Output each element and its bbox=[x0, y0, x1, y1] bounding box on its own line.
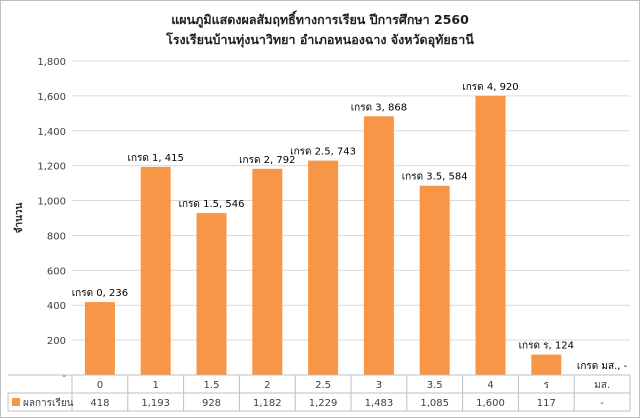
x-tick-label: 2.5 bbox=[315, 380, 331, 391]
table-value: 928 bbox=[202, 398, 221, 409]
bar bbox=[531, 354, 562, 375]
x-tick-label: มส. bbox=[594, 380, 610, 391]
y-axis-title: จำนวน bbox=[13, 202, 25, 233]
y-tick-label: - bbox=[62, 371, 66, 382]
table-value: - bbox=[600, 398, 604, 409]
bar bbox=[475, 95, 506, 375]
bar bbox=[419, 185, 450, 375]
x-tick-label: 3 bbox=[376, 380, 382, 391]
y-tick-label: 1,800 bbox=[37, 57, 66, 68]
table-value: 117 bbox=[537, 398, 556, 409]
legend-label: ผลการเรียน bbox=[23, 397, 74, 409]
table-value: 1,600 bbox=[476, 398, 505, 409]
table-value: 1,182 bbox=[253, 398, 282, 409]
y-tick-label: 1,400 bbox=[37, 127, 66, 138]
chart-subtitle: โรงเรียนบ้านทุ่งนาวิทยา อำเภอหนองฉาง จัง… bbox=[166, 32, 474, 47]
y-tick-label: 1,000 bbox=[37, 197, 66, 208]
chart-title: แผนภูมิแสดงผลสัมฤทธิ์ทางการเรียน ปีการศึ… bbox=[171, 12, 469, 27]
bar bbox=[363, 116, 394, 375]
legend-swatch bbox=[12, 398, 20, 406]
table-value: 418 bbox=[90, 398, 109, 409]
bar bbox=[196, 213, 227, 375]
y-tick-label: 400 bbox=[47, 301, 66, 312]
data-label: เกรด 0, 236 bbox=[72, 288, 128, 299]
y-tick-label: 200 bbox=[47, 336, 66, 347]
y-tick-label: 600 bbox=[47, 266, 66, 277]
bar bbox=[84, 302, 115, 375]
x-tick-label: 2 bbox=[264, 380, 270, 391]
x-tick-label: 1.5 bbox=[204, 380, 220, 391]
y-tick-label: 1,200 bbox=[37, 162, 66, 173]
y-tick-label: 1,600 bbox=[37, 92, 66, 103]
table-value: 1,229 bbox=[309, 398, 338, 409]
table-value: 1,483 bbox=[365, 398, 394, 409]
data-label: เกรด 3, 868 bbox=[351, 102, 407, 113]
x-tick-label: 0 bbox=[97, 380, 103, 391]
table-value: 1,193 bbox=[141, 398, 170, 409]
x-tick-label: ร bbox=[544, 380, 550, 391]
x-tick-label: 4 bbox=[487, 380, 493, 391]
table-value: 1,085 bbox=[420, 398, 449, 409]
y-tick-label: 800 bbox=[47, 231, 66, 242]
x-tick-label: 3.5 bbox=[427, 380, 443, 391]
data-label: เกรด 2, 792 bbox=[239, 155, 295, 166]
data-label: เกรด มส., - bbox=[577, 361, 628, 372]
data-label: เกรด 3.5, 584 bbox=[402, 172, 468, 183]
bar bbox=[140, 166, 171, 375]
data-label: เกรด 1.5, 546 bbox=[179, 199, 245, 210]
data-label: เกรด 1, 415 bbox=[128, 153, 184, 164]
data-label: เกรด 4, 920 bbox=[462, 82, 518, 93]
bar bbox=[252, 168, 283, 375]
bar bbox=[308, 160, 339, 375]
data-label: เกรด 2.5, 743 bbox=[290, 147, 356, 158]
x-tick-label: 1 bbox=[153, 380, 159, 391]
data-label: เกรด ร, 124 bbox=[519, 341, 574, 352]
